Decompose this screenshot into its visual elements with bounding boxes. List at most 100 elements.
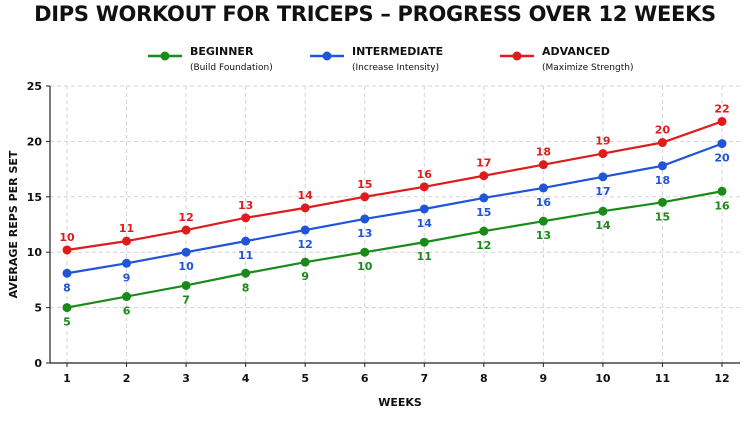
- data-label-intermediate: 20: [714, 152, 730, 165]
- data-label-intermediate: 18: [655, 174, 670, 187]
- data-point-advanced: [717, 116, 727, 126]
- data-label-intermediate: 12: [298, 238, 313, 251]
- data-label-beginner: 8: [242, 281, 250, 294]
- x-tick-label: 9: [540, 372, 548, 385]
- data-point-intermediate: [181, 247, 191, 257]
- data-point-intermediate: [241, 236, 251, 246]
- legend-marker-advanced: [512, 51, 522, 61]
- data-point-intermediate: [479, 193, 489, 203]
- data-point-advanced: [62, 245, 72, 255]
- x-tick-label: 2: [123, 372, 131, 385]
- data-label-advanced: 17: [476, 157, 491, 170]
- data-label-advanced: 15: [357, 178, 372, 191]
- x-tick-label: 11: [655, 372, 670, 385]
- legend-sublabel-advanced: (Maximize Strength): [542, 63, 633, 73]
- data-point-beginner: [360, 247, 370, 257]
- x-tick-label: 10: [595, 372, 611, 385]
- y-tick-label: 5: [34, 302, 42, 315]
- data-point-beginner: [181, 280, 191, 290]
- data-point-beginner: [241, 268, 251, 278]
- data-label-intermediate: 17: [595, 185, 610, 198]
- data-label-advanced: 10: [59, 231, 75, 244]
- legend-marker-intermediate: [322, 51, 332, 61]
- data-label-beginner: 15: [655, 210, 670, 223]
- data-point-beginner: [479, 226, 489, 236]
- data-label-intermediate: 14: [417, 217, 433, 230]
- data-label-advanced: 13: [238, 199, 253, 212]
- data-point-beginner: [538, 216, 548, 226]
- x-tick-label: 5: [301, 372, 309, 385]
- data-point-intermediate: [598, 172, 608, 182]
- data-label-intermediate: 10: [178, 260, 194, 273]
- data-label-advanced: 20: [655, 124, 671, 137]
- data-label-intermediate: 16: [536, 196, 552, 209]
- data-point-beginner: [419, 237, 429, 247]
- y-tick-label: 25: [27, 80, 42, 93]
- data-label-beginner: 9: [301, 270, 309, 283]
- data-label-intermediate: 11: [238, 249, 253, 262]
- data-label-beginner: 16: [714, 199, 730, 212]
- x-tick-label: 1: [63, 372, 71, 385]
- data-point-intermediate: [538, 183, 548, 193]
- x-tick-label: 8: [480, 372, 488, 385]
- x-tick-label: 6: [361, 372, 369, 385]
- data-label-beginner: 11: [417, 250, 432, 263]
- data-label-beginner: 7: [182, 293, 190, 306]
- y-tick-label: 0: [34, 357, 42, 370]
- x-tick-label: 4: [242, 372, 250, 385]
- data-label-intermediate: 8: [63, 281, 71, 294]
- data-point-intermediate: [122, 258, 132, 268]
- data-label-beginner: 6: [123, 305, 131, 318]
- y-tick-label: 15: [27, 191, 42, 204]
- data-point-advanced: [181, 225, 191, 235]
- data-point-advanced: [598, 149, 608, 159]
- data-label-advanced: 19: [595, 135, 610, 148]
- legend-label-advanced: ADVANCED: [542, 45, 610, 58]
- chart-title: DIPS WORKOUT FOR TRICEPS – PROGRESS OVER…: [34, 2, 716, 26]
- x-axis-label: WEEKS: [378, 396, 422, 409]
- data-point-beginner: [300, 257, 310, 267]
- data-label-beginner: 12: [476, 239, 491, 252]
- data-label-beginner: 10: [357, 260, 373, 273]
- data-point-beginner: [62, 303, 72, 313]
- legend-sublabel-intermediate: (Increase Intensity): [352, 63, 439, 73]
- data-point-beginner: [657, 197, 667, 207]
- x-tick-label: 7: [420, 372, 428, 385]
- data-label-beginner: 13: [536, 229, 551, 242]
- data-point-intermediate: [657, 161, 667, 171]
- data-label-advanced: 18: [536, 146, 551, 159]
- series-line-intermediate: [66, 142, 723, 275]
- data-label-advanced: 12: [178, 211, 193, 224]
- y-tick-label: 20: [27, 135, 43, 148]
- series-line-beginner: [66, 190, 723, 309]
- legend-marker-beginner: [160, 51, 170, 61]
- data-point-advanced: [538, 160, 548, 170]
- data-label-advanced: 14: [298, 189, 314, 202]
- data-point-advanced: [122, 236, 132, 246]
- data-point-advanced: [360, 192, 370, 202]
- data-label-intermediate: 15: [476, 206, 491, 219]
- data-point-advanced: [419, 182, 429, 192]
- data-label-beginner: 14: [595, 219, 611, 232]
- data-point-intermediate: [717, 139, 727, 149]
- data-point-advanced: [300, 203, 310, 213]
- x-tick-label: 3: [182, 372, 190, 385]
- data-point-intermediate: [360, 214, 370, 224]
- data-point-advanced: [241, 213, 251, 223]
- x-tick-label: 12: [714, 372, 729, 385]
- data-label-advanced: 16: [417, 168, 433, 181]
- data-label-advanced: 22: [714, 102, 729, 115]
- data-point-beginner: [717, 186, 727, 196]
- data-point-advanced: [657, 138, 667, 148]
- data-label-intermediate: 9: [123, 271, 131, 284]
- series-line-advanced: [66, 120, 723, 252]
- legend-label-intermediate: INTERMEDIATE: [352, 45, 443, 58]
- y-axis-label: AVERAGE REPS PER SET: [7, 150, 20, 298]
- data-point-intermediate: [62, 268, 72, 278]
- data-point-intermediate: [300, 225, 310, 235]
- y-tick-label: 10: [27, 246, 43, 259]
- data-label-beginner: 5: [63, 316, 71, 329]
- data-point-intermediate: [419, 204, 429, 214]
- data-point-beginner: [598, 206, 608, 216]
